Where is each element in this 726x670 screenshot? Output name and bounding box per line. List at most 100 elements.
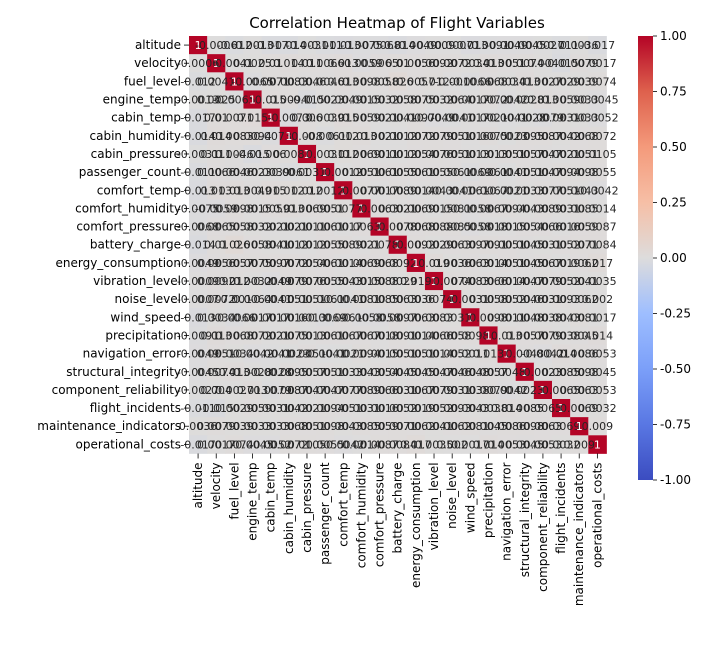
heatmap-cell <box>261 90 281 109</box>
heatmap-cell <box>207 308 226 327</box>
heatmap-cell <box>552 344 571 364</box>
heatmap-cell-annotation: 0.0031 <box>342 402 381 415</box>
heatmap-cell <box>461 72 480 91</box>
heatmap-cell <box>225 199 244 218</box>
heatmap-cell-annotation: -0.0091 <box>467 39 509 52</box>
heatmap-cell-annotation: 0.0085 <box>360 293 399 306</box>
heatmap-cell-annotation: 0.0019 <box>542 257 581 270</box>
heatmap-cell-annotation: 0.0063 <box>342 221 381 234</box>
heatmap-cell-annotation: -0.015 <box>198 402 233 415</box>
heatmap-cell <box>461 326 480 345</box>
heatmap-cell <box>207 199 226 218</box>
x-tick-label: passenger_count <box>318 462 332 565</box>
heatmap-cell-annotation: -0.0007 <box>431 39 473 52</box>
heatmap-cell <box>225 54 244 73</box>
heatmap-cell <box>207 126 226 146</box>
heatmap-cell <box>515 54 535 73</box>
heatmap-cell <box>424 417 444 436</box>
heatmap-cell <box>316 271 335 291</box>
heatmap-cell-annotation: 0.0081 <box>433 202 472 215</box>
heatmap-cell-annotation: 1 <box>412 257 419 270</box>
heatmap-cell <box>261 235 281 255</box>
heatmap-cell-annotation: 0.0034 <box>451 57 490 70</box>
heatmap-cell <box>533 235 553 255</box>
heatmap-cell-annotation: 0.0017 <box>324 221 363 234</box>
heatmap-cell-annotation: 0.0097 <box>251 257 290 270</box>
heatmap-cell-annotation: 0.0045 <box>578 366 617 379</box>
heatmap-cell-annotation: 0.0016 <box>360 402 399 415</box>
heatmap-cell <box>352 326 371 345</box>
heatmap-cell <box>443 399 462 418</box>
heatmap-cell-annotation: 0.0065 <box>542 384 581 397</box>
heatmap-cell-annotation: 0.012 <box>273 184 305 197</box>
heatmap-cell-annotation: 1 <box>285 130 292 143</box>
heatmap-cell <box>497 72 517 91</box>
heatmap-cell <box>497 417 517 436</box>
heatmap-cell <box>388 199 408 218</box>
heatmap-cell-annotation: 0.0017 <box>197 438 236 451</box>
heatmap-cell <box>424 144 444 164</box>
x-tick-label: velocity <box>209 462 223 509</box>
heatmap-cell <box>461 417 480 436</box>
heatmap-cell-annotation: 0.0038 <box>451 384 490 397</box>
heatmap-cell <box>552 362 571 382</box>
heatmap-cell-annotation: -0.0028 <box>249 366 291 379</box>
heatmap-cell-annotation: 1 <box>594 438 601 451</box>
heatmap-cell-annotation: 0.0048 <box>487 366 526 379</box>
heatmap-cell <box>570 399 589 418</box>
heatmap-cell <box>552 253 571 273</box>
colorbar-tick-label: -0.75 <box>660 418 691 432</box>
heatmap-cell-annotation: 0.0031 <box>524 293 563 306</box>
heatmap-cell-annotation: 0.0045 <box>506 438 545 451</box>
heatmap-cell <box>515 126 535 146</box>
heatmap-cell-annotation: -0.0007 <box>177 293 219 306</box>
heatmap-cell <box>588 290 607 309</box>
x-tick-label: precipitation <box>481 462 495 538</box>
heatmap-cell-annotation: 0.0075 <box>270 329 309 342</box>
heatmap-cell <box>207 362 226 382</box>
heatmap-cell-annotation: 0.0098 <box>560 166 599 179</box>
heatmap-cell-annotation: 0.0067 <box>469 202 508 215</box>
heatmap-cell <box>279 126 299 146</box>
heatmap-cell <box>533 435 553 454</box>
heatmap-cell <box>533 290 553 309</box>
heatmap-cell-annotation: -0.012 <box>217 39 252 52</box>
heatmap-cell-annotation: 0.0084 <box>378 438 417 451</box>
heatmap-cell-annotation: 0.0085 <box>433 221 472 234</box>
heatmap-cell <box>225 417 244 436</box>
heatmap-cell-annotation: 0.0067 <box>324 329 363 342</box>
heatmap-cell-annotation: 0.015 <box>328 112 360 125</box>
heatmap-cell <box>225 126 244 146</box>
heatmap-cell-annotation: 0.0056 <box>397 57 436 70</box>
colorbar-tick-label: 1.00 <box>660 29 687 43</box>
heatmap-cell-annotation: 0.0089 <box>342 384 381 397</box>
heatmap-cell-annotation: 0.0029 <box>542 75 581 88</box>
heatmap-cell-annotation: -0.0073 <box>268 112 310 125</box>
heatmap-cell-annotation: 0.0066 <box>306 57 345 70</box>
heatmap-cell <box>388 163 408 182</box>
heatmap-cell <box>225 399 244 418</box>
heatmap-cell-annotation: 0.0098 <box>506 420 545 433</box>
heatmap-cell-annotation: 0.0064 <box>233 293 272 306</box>
heatmap-cell-annotation: 0.0075 <box>469 130 508 143</box>
heatmap-cell-annotation: 0.0057 <box>288 366 327 379</box>
colorbar-gradient <box>638 36 653 480</box>
heatmap-cell <box>297 126 317 146</box>
heatmap-cell <box>515 380 535 400</box>
heatmap-cell <box>479 199 498 218</box>
heatmap-cell <box>334 144 353 164</box>
heatmap-cell <box>406 199 426 218</box>
heatmap-cell <box>316 308 335 327</box>
heatmap-cell-annotation: 0.0019 <box>397 402 436 415</box>
heatmap-cell <box>297 163 317 182</box>
heatmap-cell-annotation: 0.0043 <box>451 402 490 415</box>
heatmap-cell <box>406 362 426 382</box>
heatmap-cell-annotation: 1 <box>558 402 565 415</box>
heatmap-cell-annotation: 0.0083 <box>451 275 490 288</box>
heatmap-cell <box>225 217 244 237</box>
heatmap-cell-annotation: -0.0045 <box>576 94 618 107</box>
heatmap-cell <box>261 362 281 382</box>
heatmap-cell <box>297 235 317 255</box>
x-tick-label: wind_speed <box>463 462 477 533</box>
heatmap-cell <box>570 36 589 55</box>
